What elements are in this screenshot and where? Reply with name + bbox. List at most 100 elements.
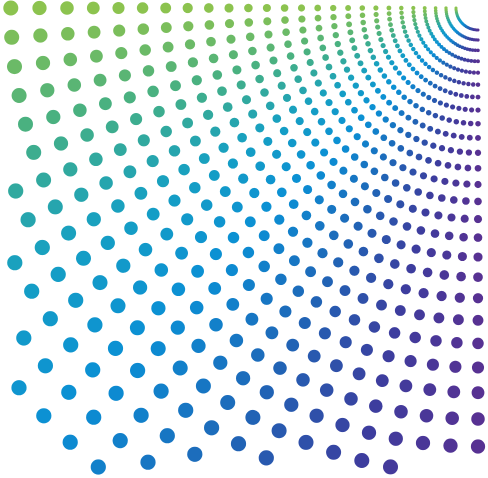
dot <box>224 19 235 29</box>
dot <box>236 80 246 90</box>
dot <box>249 187 260 199</box>
dot <box>295 117 304 126</box>
dot <box>303 184 313 195</box>
dot <box>360 19 366 26</box>
dot <box>304 97 313 106</box>
dot <box>389 159 397 167</box>
dot <box>146 155 159 168</box>
dot <box>474 180 482 189</box>
dot <box>349 265 360 276</box>
dot <box>314 14 322 22</box>
dot <box>475 107 481 113</box>
dot <box>263 136 273 146</box>
dot <box>320 148 329 157</box>
dot <box>414 188 423 196</box>
dot <box>454 292 465 303</box>
dot <box>153 105 165 118</box>
dot <box>63 337 79 353</box>
dot <box>178 402 194 418</box>
dot <box>450 52 455 57</box>
dot <box>474 197 482 206</box>
dot <box>208 169 220 181</box>
dot <box>86 409 102 425</box>
dot <box>382 350 395 363</box>
dot <box>422 267 433 278</box>
dot <box>269 56 278 65</box>
dot <box>296 373 310 387</box>
dot <box>63 52 78 67</box>
dot <box>212 70 223 80</box>
dot <box>434 40 439 44</box>
dot <box>401 94 407 100</box>
dot <box>292 285 305 297</box>
dot <box>273 243 285 255</box>
dot <box>426 248 436 258</box>
dot <box>421 40 426 45</box>
dot <box>422 9 427 14</box>
dot <box>419 58 425 63</box>
dot <box>460 214 469 223</box>
dot <box>237 132 247 143</box>
dot <box>305 266 317 278</box>
dot <box>399 164 407 172</box>
dot <box>245 409 261 425</box>
dot <box>74 187 89 202</box>
dot <box>405 131 412 139</box>
dot <box>255 74 264 84</box>
dot <box>238 173 249 184</box>
dot <box>442 250 452 260</box>
dot <box>381 234 391 245</box>
dot <box>339 336 352 349</box>
dot <box>8 183 24 199</box>
dot <box>470 48 475 52</box>
dot <box>438 72 444 78</box>
dot <box>471 412 485 426</box>
dot <box>392 105 399 112</box>
dot <box>203 3 214 13</box>
dot <box>399 5 404 11</box>
dot <box>242 278 255 292</box>
dot <box>290 63 298 72</box>
dot <box>354 452 370 469</box>
dot <box>376 299 387 311</box>
dot <box>275 273 287 286</box>
dot <box>280 4 289 12</box>
dot <box>40 83 55 98</box>
dot <box>467 120 474 127</box>
dot <box>317 34 324 42</box>
dot <box>322 54 329 61</box>
dot <box>314 79 322 87</box>
dot <box>170 80 181 92</box>
dot <box>24 283 40 299</box>
dot <box>327 204 337 214</box>
dot <box>303 48 311 56</box>
dot <box>241 95 252 105</box>
dot <box>373 11 379 17</box>
dot <box>375 110 383 117</box>
dot <box>418 287 429 299</box>
dot <box>445 411 459 425</box>
dot <box>132 280 148 295</box>
dot <box>137 134 150 147</box>
dot <box>470 94 475 100</box>
dot <box>453 54 458 59</box>
dot <box>462 106 468 112</box>
dot <box>89 152 103 167</box>
dot <box>16 330 32 346</box>
dot <box>63 162 78 177</box>
dot <box>209 248 222 261</box>
dot <box>375 24 381 30</box>
dot <box>446 117 452 123</box>
dot <box>314 4 322 12</box>
dot <box>361 67 368 74</box>
dot <box>426 25 431 30</box>
dot <box>357 60 364 67</box>
dot <box>191 264 204 278</box>
dot <box>456 55 461 60</box>
dot <box>20 212 36 228</box>
dot <box>389 27 395 33</box>
dot <box>116 258 131 273</box>
dot <box>411 10 416 15</box>
dot <box>182 117 194 129</box>
dot <box>448 90 453 96</box>
